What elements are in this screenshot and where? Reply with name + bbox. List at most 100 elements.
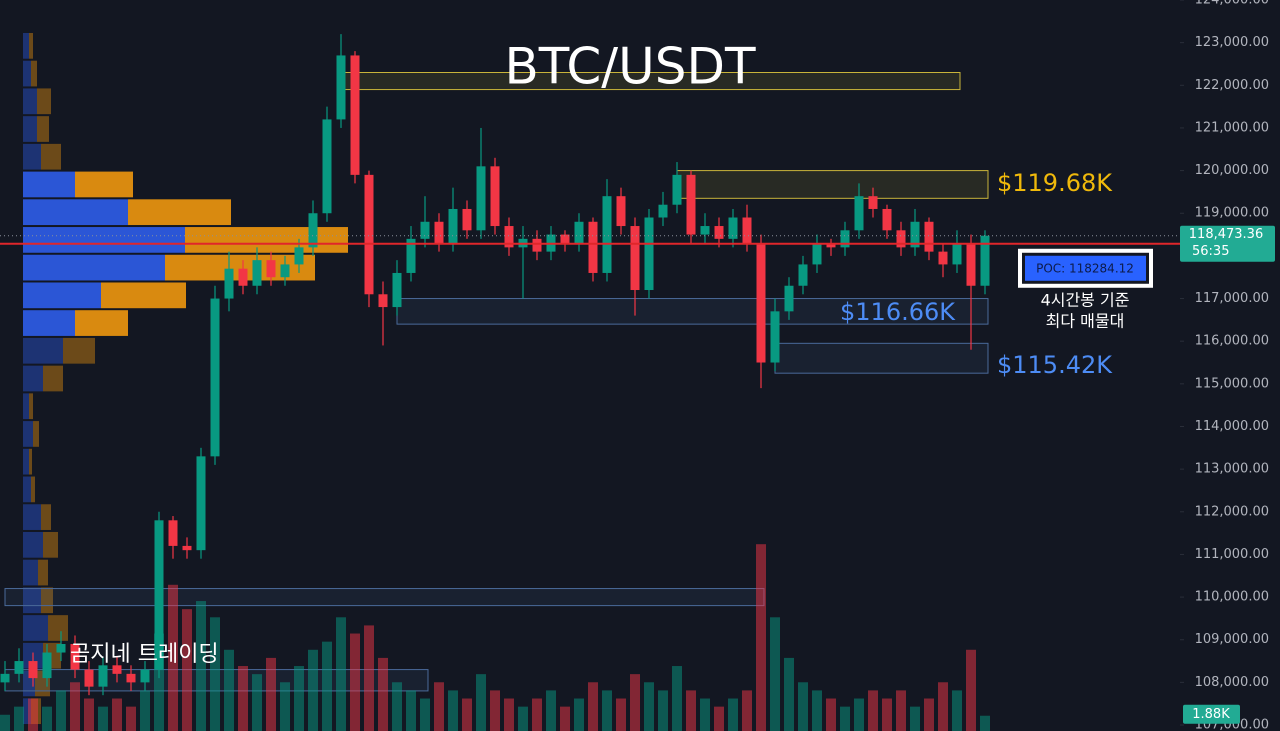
profile-buy bbox=[23, 421, 33, 447]
y-tick-label: 109,000.00 bbox=[1195, 632, 1269, 647]
volume-bar bbox=[910, 706, 920, 731]
volume-bar bbox=[952, 690, 962, 731]
volume-bar bbox=[42, 706, 52, 731]
zone bbox=[4, 588, 765, 607]
poc-box-border bbox=[1018, 248, 1153, 288]
profile-buy bbox=[23, 531, 43, 558]
volume-bar bbox=[112, 698, 122, 731]
profile-sell bbox=[29, 448, 32, 475]
candle-body bbox=[504, 226, 514, 248]
volume-bar bbox=[210, 617, 220, 731]
zone bbox=[774, 342, 989, 374]
volume-bar bbox=[896, 690, 906, 731]
profile-buy bbox=[23, 504, 41, 530]
candle-body bbox=[112, 665, 122, 674]
candle-body bbox=[350, 55, 360, 175]
volume-bar bbox=[574, 698, 584, 731]
volume-bar bbox=[700, 698, 710, 731]
volume-bar bbox=[476, 674, 486, 731]
volume-bar bbox=[868, 690, 878, 731]
volume-bar bbox=[644, 682, 654, 731]
volume-bar bbox=[280, 682, 290, 731]
candle-body bbox=[910, 221, 920, 248]
candle-body bbox=[308, 213, 318, 248]
volume-bar bbox=[490, 690, 500, 731]
volume-bar bbox=[196, 601, 206, 731]
volume-bar bbox=[448, 690, 458, 731]
profile-buy bbox=[23, 448, 29, 475]
candle-body bbox=[826, 243, 836, 248]
profile-sell bbox=[185, 227, 348, 253]
volume-bar bbox=[840, 706, 850, 731]
candle-body bbox=[56, 643, 66, 653]
candle-body bbox=[756, 243, 766, 363]
profile-sell bbox=[41, 587, 53, 614]
y-tick-label: 124,000.00 bbox=[1195, 0, 1269, 8]
y-tick-label: 123,000.00 bbox=[1195, 35, 1269, 50]
volume-bar bbox=[364, 625, 374, 731]
volume-tag bbox=[1183, 704, 1240, 724]
candle-body bbox=[560, 234, 570, 244]
volume-bar bbox=[70, 682, 80, 731]
volume-bar bbox=[714, 706, 724, 731]
profile-buy bbox=[23, 310, 75, 336]
volume-bar bbox=[350, 633, 360, 731]
volume-bar bbox=[434, 682, 444, 731]
profile-sell bbox=[43, 365, 63, 392]
volume-bar bbox=[378, 657, 388, 731]
volume-bar bbox=[392, 682, 402, 731]
volume-bar bbox=[966, 649, 976, 731]
profile-sell bbox=[31, 476, 35, 503]
last-price-label: 118,473.36 bbox=[1189, 227, 1263, 242]
candle-body bbox=[406, 238, 416, 273]
volume-bar bbox=[812, 690, 822, 731]
candle-body bbox=[686, 174, 696, 235]
profile-sell bbox=[75, 310, 128, 336]
candle-body bbox=[140, 669, 150, 683]
volume-bar bbox=[686, 690, 696, 731]
profile-sell bbox=[41, 143, 61, 170]
volume-bar bbox=[672, 666, 682, 731]
volume-bar bbox=[980, 715, 990, 731]
candle-body bbox=[938, 251, 948, 265]
candle-body bbox=[602, 196, 612, 273]
profile-sell bbox=[29, 32, 33, 59]
profile-sell bbox=[43, 531, 58, 558]
chart-title: BTC/USDT bbox=[504, 38, 756, 96]
profile-sell bbox=[29, 393, 33, 420]
candle-body bbox=[714, 226, 724, 239]
volume-bar bbox=[14, 706, 24, 731]
profile-buy bbox=[23, 60, 31, 87]
candle-body bbox=[266, 260, 276, 278]
profile-sell bbox=[37, 88, 51, 115]
candle-body bbox=[14, 661, 24, 674]
volume-bar bbox=[266, 657, 276, 731]
candle-body bbox=[448, 208, 458, 244]
candle-body bbox=[196, 456, 206, 551]
volume-bar bbox=[756, 544, 766, 731]
candle-body bbox=[574, 221, 584, 244]
candle-body bbox=[280, 264, 290, 278]
volume-bar bbox=[630, 674, 640, 731]
volume-bar bbox=[154, 633, 164, 731]
volume-bar bbox=[56, 690, 66, 731]
volume-bar bbox=[588, 682, 598, 731]
candle-body bbox=[532, 238, 542, 252]
profile-buy bbox=[23, 476, 31, 503]
candle-body bbox=[672, 174, 682, 205]
candle-body bbox=[812, 243, 822, 265]
candle-body bbox=[98, 665, 108, 687]
y-tick-label: 112,000.00 bbox=[1195, 504, 1269, 519]
candle-body bbox=[252, 260, 262, 286]
volume-bar bbox=[504, 698, 514, 731]
profile-buy bbox=[23, 116, 37, 142]
volume-bar bbox=[28, 698, 38, 731]
profile-buy bbox=[23, 393, 29, 420]
last-price-tag bbox=[1180, 225, 1275, 262]
candle-body bbox=[896, 230, 906, 248]
volume-bar bbox=[238, 666, 248, 731]
candle-body bbox=[462, 208, 472, 231]
y-tick-label: 119,000.00 bbox=[1195, 206, 1269, 221]
candle-body bbox=[630, 226, 640, 291]
